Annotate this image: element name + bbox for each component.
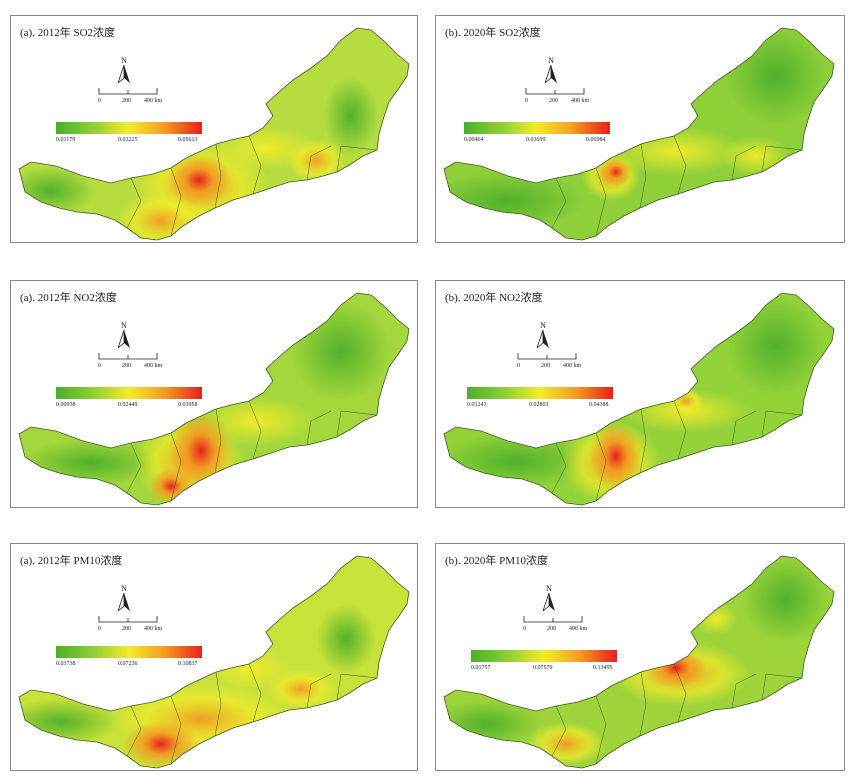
- north-arrow: N: [536, 56, 566, 83]
- color-legend: 0.00464 0.03699 0.06984: [464, 122, 610, 143]
- legend-min: 0.01243: [467, 402, 487, 408]
- north-arrow-icon: [545, 65, 557, 83]
- scale-bar: 0 200 400 km: [523, 614, 587, 634]
- legend-min: 0.03738: [56, 661, 76, 667]
- color-legend: 0.00938 0.02449 0.03958: [56, 387, 202, 408]
- legend-max: 0.13495: [593, 665, 613, 671]
- north-arrow: N: [109, 321, 139, 348]
- north-arrow: N: [534, 584, 564, 611]
- color-ramp: [471, 650, 617, 662]
- north-arrow-icon: [543, 593, 555, 611]
- map-panel-pm10-2012: (a). 2012年 PM10浓度 N 0 200 400 km 0.03738…: [10, 543, 418, 771]
- concentration-map: [18, 27, 410, 241]
- color-ramp: [56, 387, 202, 399]
- map-panel-no2-2012: (a). 2012年 NO2浓度 N 0 200 400 km 0.00938 …: [10, 280, 418, 508]
- map-panel-so2-2012: (a). 2012年 SO2浓度 N 0 200 400 km 0.01179 …: [10, 15, 418, 243]
- color-legend: 0.01757 0.07579 0.13495: [471, 650, 617, 671]
- north-arrow: N: [528, 321, 558, 348]
- north-arrow-icon: [537, 330, 549, 348]
- legend-min: 0.01179: [56, 137, 76, 143]
- legend-min: 0.00464: [464, 137, 484, 143]
- north-arrow: N: [109, 56, 139, 83]
- legend-mid: 0.07236: [118, 661, 138, 667]
- scale-bar: 0 200 400 km: [517, 351, 581, 371]
- color-ramp: [56, 646, 202, 658]
- concentration-map: [18, 555, 410, 769]
- color-legend: 0.01243 0.02803 0.04388: [467, 387, 613, 408]
- legend-mid: 0.03225: [118, 137, 138, 143]
- concentration-map: [443, 555, 835, 769]
- scale-bar: 0 200 400 km: [98, 614, 162, 634]
- panel-title: (b). 2020年 NO2浓度: [445, 292, 543, 304]
- north-arrow: N: [109, 584, 139, 611]
- legend-mid: 0.02449: [118, 402, 138, 408]
- legend-max: 0.10837: [178, 661, 198, 667]
- color-ramp: [467, 387, 613, 399]
- color-ramp: [464, 122, 610, 134]
- north-arrow-icon: [118, 593, 130, 611]
- concentration-map: [18, 292, 410, 506]
- panel-title: (b). 2020年 SO2浓度: [445, 27, 541, 39]
- legend-min: 0.00938: [56, 402, 76, 408]
- north-arrow-icon: [118, 65, 130, 83]
- color-legend: 0.01179 0.03225 0.05613: [56, 122, 202, 143]
- legend-mid: 0.02803: [529, 402, 549, 408]
- panel-title: (a). 2012年 NO2浓度: [20, 292, 117, 304]
- legend-mid: 0.03699: [526, 137, 546, 143]
- scale-bar: 0 200 400 km: [98, 86, 162, 106]
- legend-max: 0.05613: [178, 137, 198, 143]
- color-legend: 0.03738 0.07236 0.10837: [56, 646, 202, 667]
- concentration-map: [443, 27, 835, 241]
- panel-title: (a). 2012年 SO2浓度: [20, 27, 116, 39]
- legend-min: 0.01757: [471, 665, 491, 671]
- panel-title: (b). 2020年 PM10浓度: [445, 555, 548, 567]
- map-panel-no2-2020: (b). 2020年 NO2浓度 N 0 200 400 km 0.01243 …: [435, 280, 845, 508]
- scale-bar: 0 200 400 km: [525, 86, 589, 106]
- legend-max: 0.04388: [589, 402, 609, 408]
- map-panel-pm10-2020: (b). 2020年 PM10浓度 N 0 200 400 km 0.01757…: [435, 543, 845, 771]
- concentration-map: [443, 292, 835, 506]
- legend-max: 0.03958: [178, 402, 198, 408]
- map-panel-so2-2020: (b). 2020年 SO2浓度 N 0 200 400 km 0.00464 …: [435, 15, 845, 243]
- color-ramp: [56, 122, 202, 134]
- panel-title: (a). 2012年 PM10浓度: [20, 555, 123, 567]
- legend-max: 0.06984: [586, 137, 606, 143]
- scale-bar: 0 200 400 km: [98, 351, 162, 371]
- legend-mid: 0.07579: [533, 665, 553, 671]
- north-arrow-icon: [118, 330, 130, 348]
